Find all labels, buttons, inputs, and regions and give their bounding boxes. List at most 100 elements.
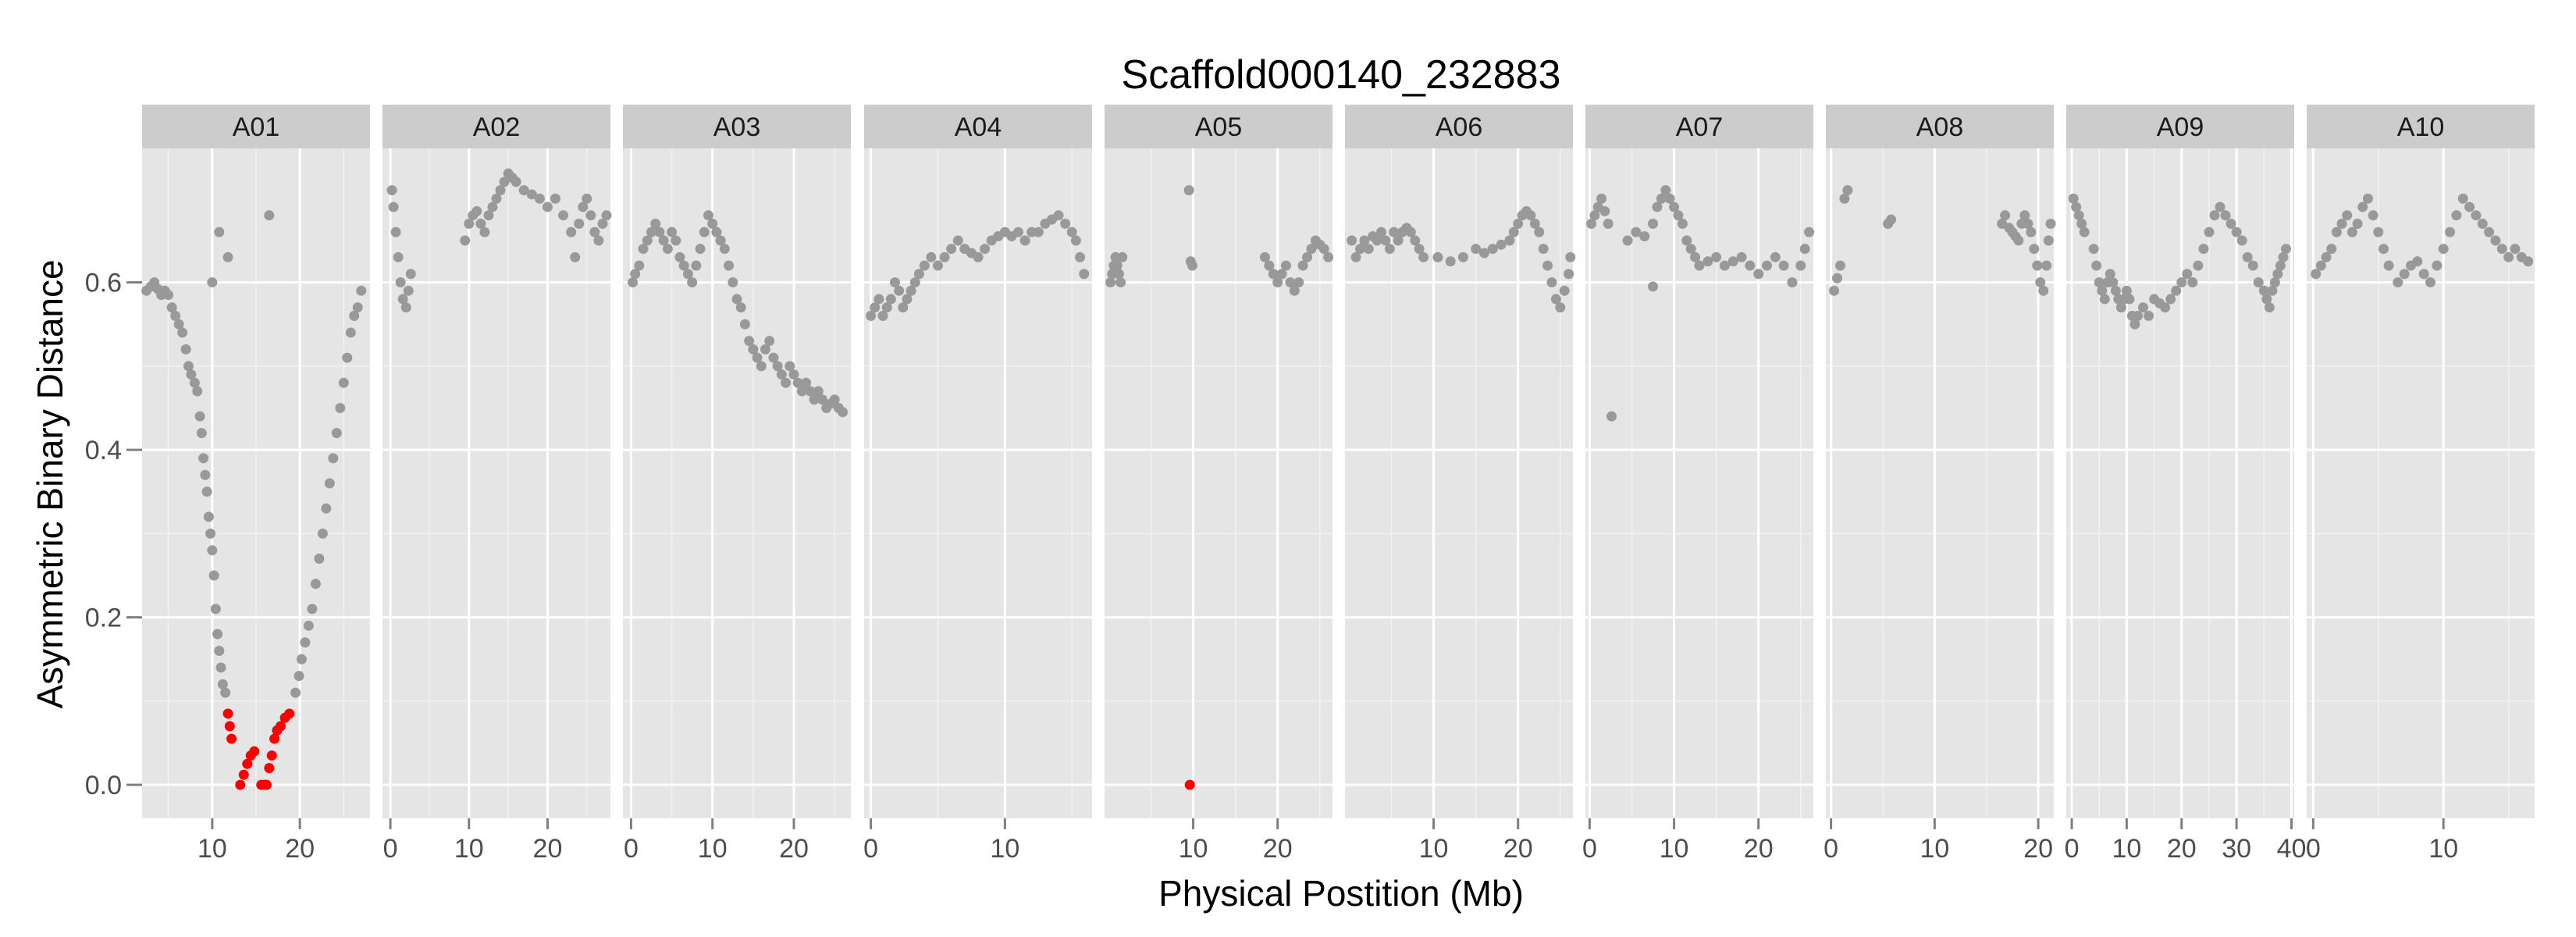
- data-point: [817, 394, 827, 405]
- data-point: [731, 294, 742, 305]
- data-point: [1842, 185, 1853, 196]
- data-point: [2088, 244, 2099, 255]
- data-point: [511, 176, 521, 187]
- x-tick-label: 40: [2277, 834, 2307, 864]
- data-point: [634, 260, 645, 271]
- data-point: [1703, 256, 1713, 267]
- data-point: [1886, 214, 1897, 225]
- data-point: [2094, 277, 2105, 288]
- data-point: [691, 260, 702, 271]
- data-point: [593, 235, 604, 246]
- y-axis: 0.0 0.2 0.4 0.6: [85, 269, 142, 800]
- facet-panel-a06: A06 10 20: [1345, 105, 1576, 864]
- x-tick-label: 0: [383, 834, 398, 864]
- data-point: [1306, 244, 1317, 255]
- x-tick-label: 0: [863, 834, 878, 864]
- data-point: [776, 369, 787, 380]
- data-point: [566, 226, 577, 237]
- data-point: [2226, 219, 2236, 230]
- highlight-point: [269, 733, 280, 744]
- data-point: [550, 193, 561, 204]
- facet-panel-a03: A03 0 10 20: [623, 105, 851, 864]
- x-tick-label: 10: [1660, 834, 1689, 864]
- x-tick-label: 10: [2112, 834, 2141, 864]
- data-point: [1631, 226, 1642, 237]
- data-point: [2187, 277, 2198, 288]
- data-point: [1711, 251, 1722, 262]
- data-point: [1354, 244, 1365, 255]
- data-point: [813, 386, 824, 397]
- data-point: [1762, 260, 1773, 271]
- facet-strip: [864, 105, 1092, 148]
- data-point: [2124, 294, 2135, 305]
- data-point: [703, 210, 713, 221]
- data-point: [464, 219, 475, 230]
- data-point: [2331, 226, 2342, 237]
- data-point: [2393, 277, 2403, 288]
- x-tick-label: 20: [1744, 834, 1774, 864]
- data-point: [913, 269, 924, 280]
- highlight-point: [275, 721, 286, 732]
- data-point: [1289, 285, 1300, 296]
- data-point: [558, 210, 569, 221]
- data-point: [1117, 251, 1128, 262]
- facet-strip: [382, 105, 610, 148]
- data-point: [2165, 294, 2176, 305]
- data-point: [2193, 260, 2204, 271]
- data-point: [805, 386, 816, 397]
- data-point: [303, 620, 314, 631]
- data-point: [2272, 269, 2283, 280]
- data-point: [2438, 244, 2449, 255]
- data-point: [324, 478, 335, 489]
- highlight-point: [264, 763, 275, 774]
- data-point: [1268, 269, 1279, 280]
- data-point: [1669, 201, 1680, 212]
- data-point: [1534, 226, 1545, 237]
- data-point: [393, 251, 404, 262]
- x-tick-label: 10: [1419, 834, 1449, 864]
- data-point: [1648, 281, 1659, 292]
- data-point: [2484, 226, 2495, 237]
- data-point: [662, 244, 673, 255]
- data-point: [1799, 244, 1810, 255]
- data-point: [1835, 260, 1846, 271]
- data-point: [2132, 311, 2143, 321]
- data-point: [678, 260, 689, 271]
- data-point: [2138, 302, 2149, 313]
- data-point: [534, 193, 545, 204]
- data-point: [1727, 256, 1738, 267]
- data-point: [2445, 226, 2456, 237]
- facet-panel-a04: A04 0 10: [863, 105, 1092, 864]
- data-point: [1603, 219, 1614, 230]
- x-tick-label: 20: [533, 834, 563, 864]
- panel-background: [382, 148, 610, 818]
- data-point: [890, 277, 901, 288]
- data-point: [1606, 411, 1617, 422]
- data-point: [894, 285, 905, 296]
- facet-strip: [623, 105, 851, 148]
- data-point: [873, 294, 884, 305]
- data-point: [2236, 235, 2247, 246]
- data-point: [2182, 269, 2193, 280]
- data-point: [902, 294, 913, 305]
- data-point: [1542, 260, 1553, 271]
- data-point: [200, 469, 211, 480]
- data-point: [397, 294, 408, 305]
- data-point: [2510, 244, 2521, 255]
- data-point: [2043, 235, 2054, 246]
- data-point: [1112, 260, 1123, 271]
- data-point: [2220, 210, 2231, 221]
- data-point: [2231, 226, 2242, 237]
- data-point: [1053, 210, 1064, 221]
- facet-panel-a05: A05 10 20: [1105, 105, 1334, 864]
- data-point: [217, 679, 228, 689]
- data-point: [585, 210, 596, 221]
- chart-title: Scaffold000140_232883: [1122, 52, 1561, 98]
- facet-strip: [142, 105, 370, 148]
- data-point: [542, 201, 553, 212]
- data-point: [1105, 277, 1116, 288]
- data-point: [658, 235, 669, 246]
- data-point: [2242, 251, 2253, 262]
- data-point: [331, 428, 342, 439]
- data-point: [400, 302, 411, 313]
